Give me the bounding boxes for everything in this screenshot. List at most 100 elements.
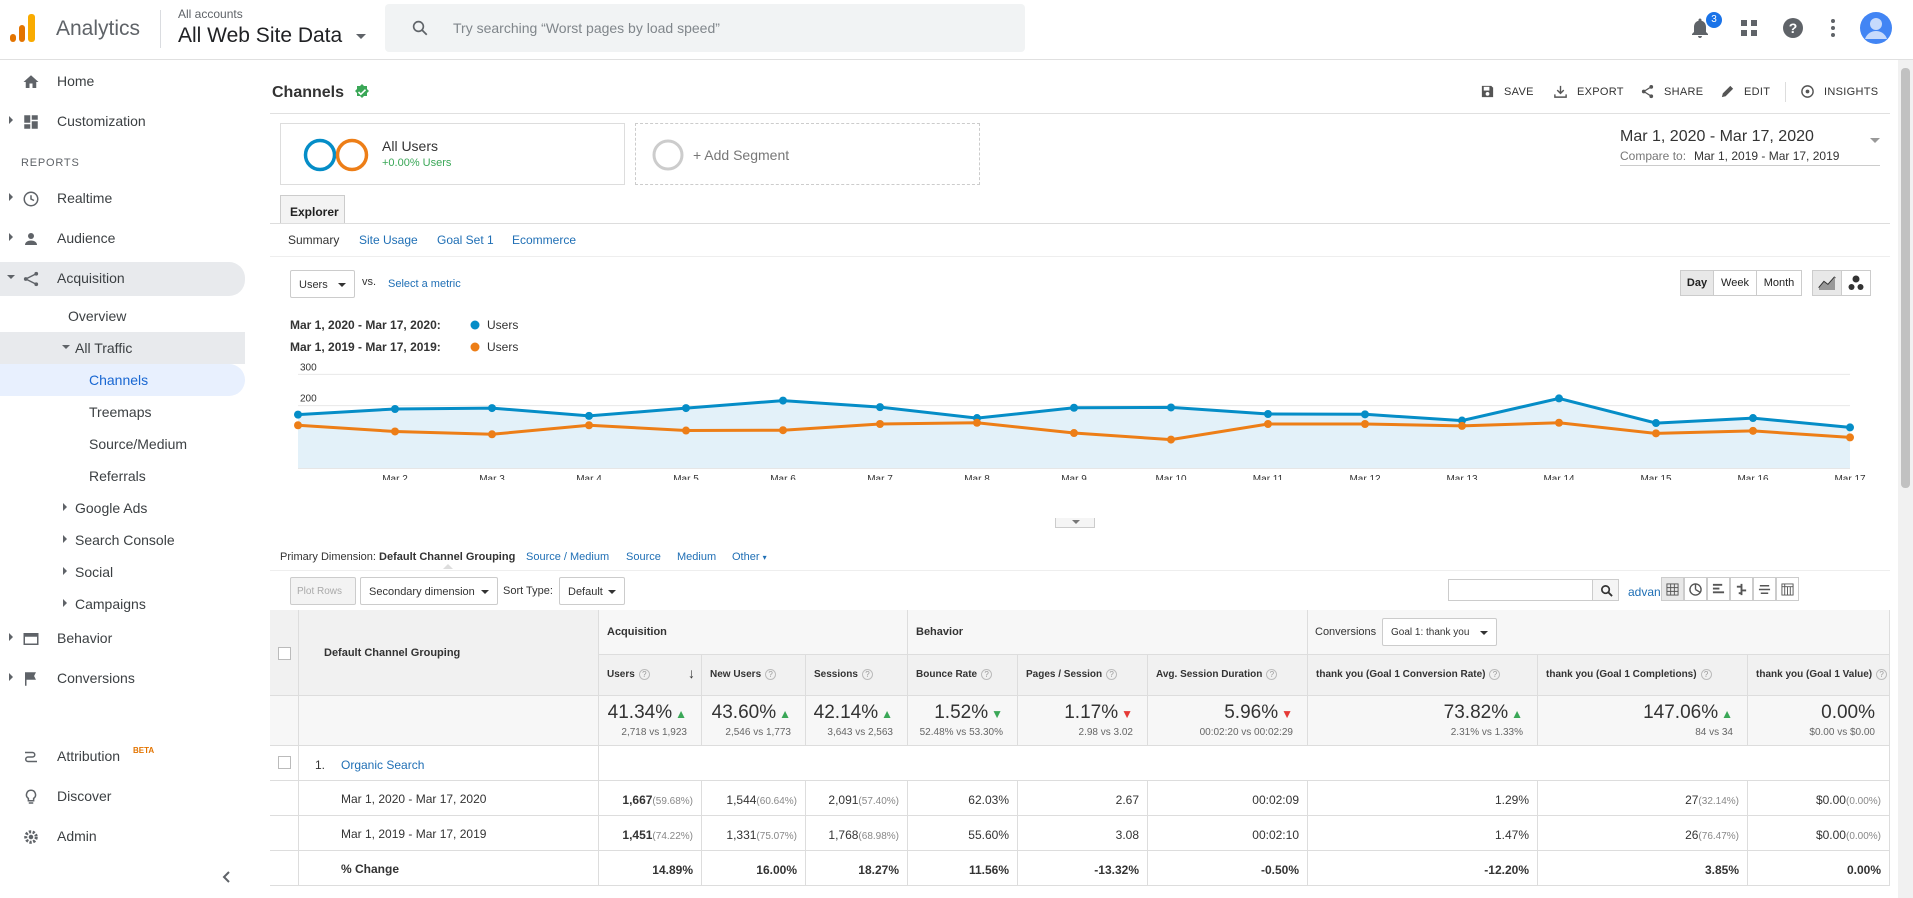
data-point[interactable]: [391, 427, 399, 436]
dim-link-other[interactable]: Other ▾: [732, 551, 767, 563]
sort-type-select[interactable]: Default: [559, 577, 625, 605]
column-header[interactable]: Pages / Session?: [1018, 655, 1148, 696]
pie-view-button[interactable]: [1684, 577, 1707, 601]
row-link-organic-search[interactable]: Organic Search: [341, 758, 425, 772]
sort-desc-icon[interactable]: ↓: [688, 665, 695, 681]
sidebar-item-overview[interactable]: Overview: [0, 300, 245, 332]
data-point[interactable]: [488, 430, 496, 439]
data-point[interactable]: [488, 404, 496, 413]
help-icon[interactable]: ?: [981, 669, 993, 680]
data-point[interactable]: [1361, 419, 1369, 428]
collapse-sidebar-icon[interactable]: [220, 870, 234, 884]
search-input[interactable]: Try searching “Worst pages by load speed…: [385, 4, 1025, 52]
help-icon[interactable]: ?: [1489, 669, 1501, 680]
apps-grid-icon[interactable]: [1737, 16, 1761, 40]
secondary-dimension-select[interactable]: Secondary dimension: [360, 577, 498, 605]
avatar[interactable]: [1860, 12, 1892, 44]
sidebar-item-social[interactable]: Social: [0, 556, 245, 588]
page-scrollbar[interactable]: [1898, 60, 1913, 898]
metric-select[interactable]: Users: [290, 270, 355, 298]
help-icon[interactable]: ?: [1781, 16, 1805, 40]
granularity-month-button[interactable]: Month: [1756, 270, 1802, 296]
data-point[interactable]: [1652, 419, 1660, 428]
data-point[interactable]: [1555, 418, 1563, 427]
row-checkbox[interactable]: [278, 756, 291, 769]
dim-link-source[interactable]: Source: [626, 551, 661, 563]
data-point[interactable]: [585, 421, 593, 430]
select-metric-link[interactable]: Select a metric: [388, 278, 461, 290]
sidebar-item-discover[interactable]: Discover: [0, 780, 245, 812]
sidebar-item-customization[interactable]: Customization: [0, 105, 245, 137]
data-point[interactable]: [1749, 426, 1757, 435]
granularity-day-button[interactable]: Day: [1680, 270, 1714, 296]
help-icon[interactable]: ?: [1106, 669, 1118, 680]
sidebar-item-realtime[interactable]: Realtime: [0, 182, 245, 214]
comparison-view-button[interactable]: [1730, 577, 1753, 601]
motion-chart-toggle[interactable]: [1841, 270, 1871, 296]
data-point[interactable]: [1264, 410, 1272, 419]
data-point[interactable]: [682, 404, 690, 413]
view-selector[interactable]: All Web Site Data: [178, 24, 343, 47]
help-icon[interactable]: ?: [638, 669, 650, 680]
data-point[interactable]: [294, 410, 302, 419]
data-point[interactable]: [1070, 403, 1078, 412]
data-point[interactable]: [294, 421, 302, 430]
sidebar-item-channels[interactable]: Channels: [0, 364, 245, 396]
pivot-view-button[interactable]: [1776, 577, 1799, 601]
table-search-input[interactable]: [1448, 579, 1593, 601]
term-cloud-button[interactable]: [1753, 577, 1776, 601]
tab-explorer[interactable]: Explorer: [280, 195, 345, 224]
sidebar-item-admin[interactable]: Admin: [0, 820, 245, 852]
column-header[interactable]: Sessions?: [806, 655, 908, 696]
sidebar-item-google-ads[interactable]: Google Ads: [0, 492, 245, 524]
dim-link-medium[interactable]: Medium: [677, 551, 717, 563]
more-vert-icon[interactable]: [1821, 16, 1845, 40]
line-chart-toggle[interactable]: [1812, 270, 1842, 296]
column-header[interactable]: Bounce Rate?: [908, 655, 1018, 696]
dim-link-source-medium[interactable]: Source / Medium: [526, 551, 610, 563]
scroll-thumb[interactable]: [1901, 68, 1910, 488]
data-point[interactable]: [1361, 410, 1369, 419]
data-point[interactable]: [1846, 423, 1854, 432]
data-point[interactable]: [1749, 414, 1757, 423]
select-all-checkbox[interactable]: [278, 647, 291, 660]
data-point[interactable]: [1555, 394, 1563, 403]
subtab-goal-set-1[interactable]: Goal Set 1: [437, 233, 494, 247]
goal-select[interactable]: Goal 1: thank you: [1382, 618, 1497, 646]
notifications-bell-icon[interactable]: [1688, 16, 1712, 40]
segment-all-users[interactable]: All Users +0.00% Users: [280, 123, 625, 185]
sidebar-item-audience[interactable]: Audience: [0, 222, 245, 254]
date-range-picker[interactable]: Mar 1, 2020 - Mar 17, 2020 Compare to: M…: [1620, 128, 1880, 166]
table-search-button[interactable]: [1592, 579, 1619, 601]
subtab-site-usage[interactable]: Site Usage: [359, 233, 418, 247]
data-point[interactable]: [1458, 421, 1466, 430]
plot-rows-button[interactable]: Plot Rows: [290, 577, 356, 605]
data-point[interactable]: [1846, 433, 1854, 442]
data-point[interactable]: [1264, 419, 1272, 428]
data-point[interactable]: [876, 419, 884, 428]
sidebar-item-search-console[interactable]: Search Console: [0, 524, 245, 556]
sidebar-item-home[interactable]: Home: [0, 65, 245, 97]
data-point[interactable]: [1652, 429, 1660, 438]
table-view-button[interactable]: [1661, 577, 1684, 601]
sidebar-item-acquisition[interactable]: Acquisition: [0, 262, 245, 296]
sidebar-item-source-medium[interactable]: Source/Medium: [0, 428, 245, 460]
sidebar-item-referrals[interactable]: Referrals: [0, 460, 245, 492]
column-header[interactable]: thank you (Goal 1 Value)?: [1748, 655, 1890, 696]
sidebar-item-treemaps[interactable]: Treemaps: [0, 396, 245, 428]
subtab-summary[interactable]: Summary: [288, 233, 340, 247]
sidebar-item-behavior[interactable]: Behavior: [0, 622, 245, 654]
data-point[interactable]: [876, 403, 884, 412]
data-point[interactable]: [779, 426, 787, 435]
help-icon[interactable]: ?: [861, 669, 873, 680]
add-segment-button[interactable]: + Add Segment: [635, 123, 980, 185]
performance-view-button[interactable]: [1707, 577, 1730, 601]
data-point[interactable]: [779, 396, 787, 405]
help-icon[interactable]: ?: [1266, 669, 1278, 680]
data-point[interactable]: [1167, 403, 1175, 412]
column-header[interactable]: thank you (Goal 1 Completions)?: [1538, 655, 1748, 696]
data-point[interactable]: [1070, 429, 1078, 438]
data-point[interactable]: [585, 411, 593, 420]
account-label[interactable]: All accounts: [178, 7, 243, 21]
view-dropdown-icon[interactable]: [356, 34, 366, 39]
